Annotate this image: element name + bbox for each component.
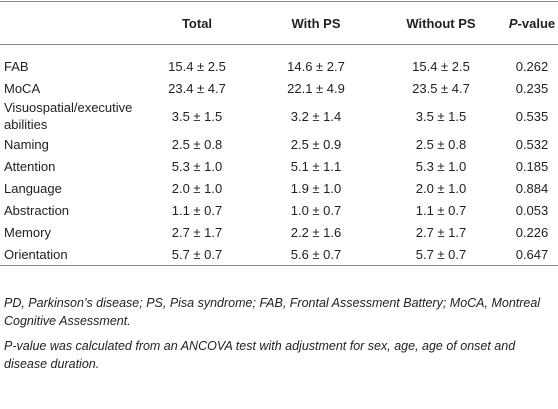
column-header: With PS — [256, 1, 376, 45]
cell: 2.5 ± 0.8 — [415, 136, 467, 152]
column-header: P-value — [506, 1, 558, 45]
cell: 1.1 ± 0.7 — [171, 202, 223, 218]
cell: 0.647 — [515, 246, 549, 262]
footnote: P-value was calculated from an ANCOVA te… — [4, 339, 516, 371]
table-row: Orientation 5.7 ± 0.7 5.6 ± 0.7 5.7 ± 0.7 0.… — [0, 243, 558, 266]
cell: 15.4 ± 2.5 — [168, 58, 226, 74]
table-row: Abstraction 1.1 ± 0.7 1.0 ± 0.7 1.1 ± 0.7 0.… — [0, 199, 558, 221]
table-row: Attention 5.3 ± 1.0 5.1 ± 1.1 5.3 ± 1.0 0.18… — [0, 155, 558, 177]
header-row: Total With PS Without PS P-value — [0, 1, 558, 45]
footnotes: PD, Parkinson’s disease; PS, Pisa syndro… — [4, 294, 549, 380]
row-label: FAB — [4, 58, 29, 74]
table-row: MoCA 23.4 ± 4.7 22.1 ± 4.9 23.5 ± 4.7 0.235 — [0, 77, 558, 99]
table-row: Naming 2.5 ± 0.8 2.5 ± 0.9 2.5 ± 0.8 0.532 — [0, 133, 558, 155]
cell: 15.4 ± 2.5 — [412, 58, 470, 74]
cell: 2.5 ± 0.9 — [290, 136, 342, 152]
cell: 5.1 ± 1.1 — [290, 158, 342, 174]
cell: 23.5 ± 4.7 — [412, 80, 470, 96]
table-row: FAB 15.4 ± 2.5 14.6 ± 2.7 15.4 ± 2.5 0.262 — [0, 45, 558, 78]
cell: 0.226 — [515, 224, 549, 240]
cell: 2.0 ± 1.0 — [415, 180, 467, 196]
cell: 5.7 ± 0.7 — [171, 246, 223, 262]
row-label: Memory — [4, 224, 51, 240]
cell: 0.235 — [515, 80, 549, 96]
cell: 2.7 ± 1.7 — [415, 224, 467, 240]
cell: 1.0 ± 0.7 — [290, 202, 342, 218]
cell: 0.053 — [515, 202, 549, 218]
cell: 1.1 ± 0.7 — [415, 202, 467, 218]
cell: 3.5 ± 1.5 — [171, 108, 223, 124]
row-label: Visuospatial/executive abilities — [4, 100, 133, 132]
cell: 14.6 ± 2.7 — [287, 58, 345, 74]
cell: 3.2 ± 1.4 — [290, 108, 342, 124]
cell: 1.9 ± 1.0 — [290, 180, 342, 196]
table-row: Visuospatial/executive abilities 3.5 ± 1.… — [0, 99, 558, 133]
row-label: Attention — [4, 158, 56, 174]
cell: 2.0 ± 1.0 — [171, 180, 223, 196]
cell: 2.5 ± 0.8 — [171, 136, 223, 152]
row-label: Language — [4, 180, 62, 196]
column-header: Total — [138, 1, 256, 45]
column-header: Without PS — [376, 1, 506, 45]
row-label: Naming — [4, 136, 49, 152]
table-row: Language 2.0 ± 1.0 1.9 ± 1.0 2.0 ± 1.0 0.884 — [0, 177, 558, 199]
row-label: MoCA — [4, 80, 41, 96]
header-text: -value — [517, 15, 556, 31]
row-label: Abstraction — [4, 202, 70, 218]
cell: 0.185 — [515, 158, 549, 174]
cell: 5.7 ± 0.7 — [415, 246, 467, 262]
cell: 2.2 ± 1.6 — [290, 224, 342, 240]
header-italic: P — [508, 15, 518, 31]
column-header — [0, 1, 138, 45]
table-row: Memory 2.7 ± 1.7 2.2 ± 1.6 2.7 ± 1.7 0.226 — [0, 221, 558, 243]
cell: 0.535 — [515, 108, 549, 124]
cell: 0.262 — [515, 58, 549, 74]
cell: 0.532 — [515, 136, 549, 152]
cell: 5.3 ± 1.0 — [171, 158, 223, 174]
cell: 5.6 ± 0.7 — [290, 246, 342, 262]
cell: 23.4 ± 4.7 — [168, 80, 226, 96]
cell: 3.5 ± 1.5 — [415, 108, 467, 124]
cell: 0.884 — [515, 180, 549, 196]
results-table: Total With PS Without PS P-value FAB 15.4 ± … — [0, 1, 558, 266]
cell: 2.7 ± 1.7 — [171, 224, 223, 240]
row-label: Orientation — [4, 246, 68, 262]
cell: 5.3 ± 1.0 — [415, 158, 467, 174]
cell: 22.1 ± 4.9 — [287, 80, 345, 96]
footnote: PD, Parkinson’s disease; PS, Pisa syndro… — [4, 296, 541, 328]
